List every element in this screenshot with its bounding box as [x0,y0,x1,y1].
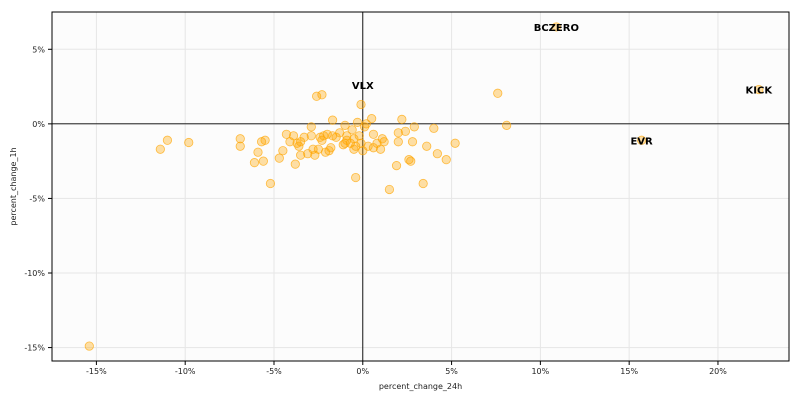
data-point [299,132,309,142]
y-tick-label: -10% [24,269,45,278]
data-point [351,172,361,183]
y-tick-label: -5% [29,194,45,203]
annotation-label: VLX [352,81,374,92]
data-point [754,84,764,95]
data-point [278,146,288,156]
data-point [303,149,313,159]
data-point [274,153,284,163]
y-tick-label: -15% [24,344,45,353]
data-point [367,114,377,124]
data-point [260,135,270,145]
data-point [347,125,357,135]
data-point [306,122,316,132]
data-point [288,131,299,141]
data-point [258,156,268,166]
data-point [441,155,451,165]
data-point [235,134,245,144]
data-point [281,129,292,139]
data-point [636,135,647,145]
data-point [406,156,416,166]
x-tick-label: 10% [531,367,549,376]
data-point [290,159,300,169]
data-point [326,143,336,153]
annotation-label: KICK [746,86,774,97]
data-point [363,141,373,151]
data-point [265,178,276,189]
data-point [351,141,361,151]
data-point [409,122,419,132]
plot-frame [51,11,790,362]
data-point [349,134,359,144]
data-point [84,341,94,351]
data-point [400,126,411,136]
data-point [296,150,306,160]
data-point [407,137,418,147]
x-tick-label: 5% [445,367,458,376]
data-point [354,131,364,141]
x-tick-label: 20% [709,367,727,376]
data-point [502,120,512,130]
x-tick-label: 15% [620,367,638,376]
data-point [356,99,366,110]
data-point [253,147,263,157]
data-point [393,137,403,147]
data-point [155,144,165,154]
data-point [249,158,260,168]
data-point [312,91,322,101]
data-point [432,149,442,159]
y-tick-label: 0% [32,120,45,129]
data-point [235,141,245,151]
data-point [422,141,432,151]
x-axis-label: percent_change_24h [379,382,462,391]
y-axis-ticks: 5% 0% -5% -10% -15% [24,45,52,353]
data-point [317,90,327,100]
data-point [551,22,561,32]
data-point [418,178,428,189]
data-point [493,88,503,98]
y-tick-label: 5% [32,45,45,54]
data-point [384,184,395,195]
annotation-label: BCZERO [534,23,579,34]
data-point [340,120,350,130]
data-point [375,144,386,154]
data-point [327,115,338,125]
annotation-label: EVR [630,136,653,147]
data-point [342,135,352,145]
data-point [379,137,389,147]
annotations: BCZERO VLX KICK EVR [352,23,773,147]
data-point [352,117,363,127]
data-points [84,22,764,351]
x-tick-label: 0% [356,367,369,376]
x-tick-label: -15% [86,367,107,376]
x-tick-label: -5% [266,367,282,376]
data-point [429,123,439,133]
data-point [184,137,194,148]
data-point [322,129,332,139]
x-axis-ticks: -15% -10% -5% 0% 5% 10% 15% 20% [86,361,727,376]
data-point [393,128,403,138]
data-point [368,129,379,139]
x-tick-label: -10% [175,367,196,376]
y-axis-label: percent_change_1h [9,147,18,225]
data-point [450,138,460,148]
data-point [391,161,402,171]
data-point [162,135,173,145]
plot-area [52,12,789,361]
data-point [306,131,316,141]
data-point [358,146,368,156]
reference-lines [52,12,789,361]
data-point [397,114,407,124]
